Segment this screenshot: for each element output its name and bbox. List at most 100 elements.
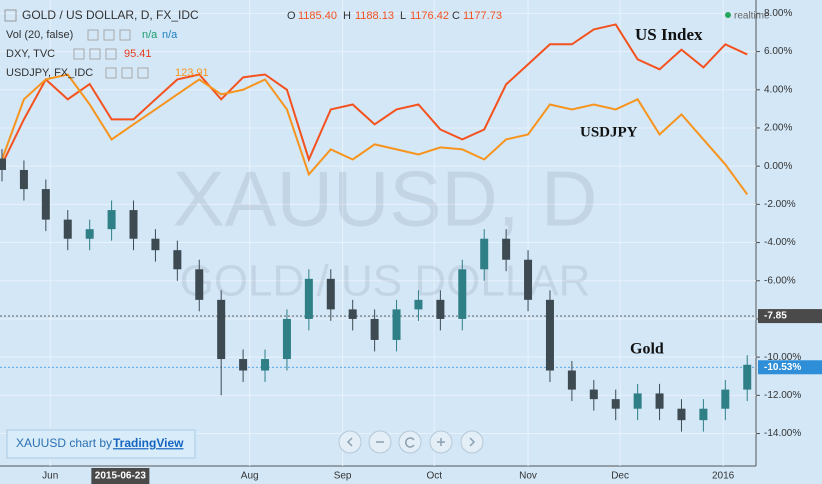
candle-body [304, 278, 313, 319]
x-tick-label: Dec [611, 471, 629, 482]
marker-label: -7.85 [764, 311, 787, 322]
candle-body [392, 309, 401, 340]
candle-body [85, 229, 94, 239]
candle-body [721, 389, 730, 409]
candle-body [414, 299, 423, 310]
study-value: n/a [162, 29, 178, 41]
candle-body [480, 238, 489, 270]
candle-body [41, 189, 50, 220]
icon[interactable] [121, 67, 133, 79]
compare: USDJPY, FX_IDC [6, 67, 93, 79]
icon[interactable] [4, 9, 17, 22]
candle-body [655, 393, 664, 409]
branding-text: XAUUSD chart by [16, 436, 112, 450]
y-tick-label: -10.00% [764, 352, 801, 363]
compare-value: 95.41 [124, 48, 152, 60]
icon [346, 437, 353, 447]
candle-body [524, 259, 533, 300]
y-tick-label: 2.00% [764, 123, 792, 134]
x-tick-label: Oct [426, 471, 442, 482]
nav [338, 430, 484, 454]
watermark-sub: GOLD / US DOLLAR [180, 257, 591, 306]
y-tick-label: 0.00% [764, 161, 792, 172]
ohlc-value: 1188.13 [355, 10, 394, 22]
symbol: GOLD / US DOLLAR, D, FX_IDC [22, 8, 199, 22]
candle-body [19, 169, 28, 190]
nav-button[interactable] [398, 430, 422, 454]
icon[interactable] [103, 29, 115, 41]
icon[interactable] [89, 48, 101, 60]
candle-body [129, 210, 138, 239]
annotation: USDJPY [580, 124, 638, 140]
icon[interactable] [137, 67, 149, 79]
candle-body [677, 408, 686, 421]
x-tick-label: Nov [519, 471, 537, 482]
icon[interactable] [105, 67, 117, 79]
ohlc-label: L [400, 10, 406, 22]
compare-value: 123.91 [175, 67, 209, 79]
nav-icons [346, 437, 476, 448]
icon [437, 438, 445, 446]
x-tick-label: Aug [241, 471, 259, 482]
ohlc-value: 1176.42 [410, 10, 449, 22]
annotation: Gold [630, 341, 664, 358]
candle-body [217, 299, 226, 360]
candle-body [370, 318, 379, 340]
icon [405, 437, 415, 448]
candle-body [0, 158, 6, 170]
candle-body [633, 393, 642, 409]
y-tick-label: 4.00% [764, 84, 792, 95]
candle-body [261, 359, 270, 371]
line-series [1, 73, 749, 196]
candle-body [545, 299, 554, 371]
ohlc-value: 1177.73 [463, 10, 502, 22]
ohlc-value: 1185.40 [298, 10, 337, 22]
y-tick-label: -12.00% [764, 390, 801, 401]
x-tick-label: 2016 [712, 471, 735, 482]
y-tick-label: 6.00% [764, 46, 792, 57]
marker-bg [758, 309, 822, 324]
crosshair-label-bg [91, 468, 150, 484]
candle-body [436, 299, 445, 319]
x-tick-label: Jun [42, 471, 58, 482]
annotation: US Index [635, 25, 703, 44]
study-value: n/a [142, 29, 158, 41]
candle-body [107, 210, 116, 230]
icon[interactable] [73, 48, 85, 60]
candle-body [567, 370, 576, 390]
icon[interactable] [87, 29, 99, 41]
candle-body [348, 309, 357, 319]
candle-body [699, 408, 708, 421]
nav-button[interactable] [338, 430, 362, 454]
candle-body [63, 219, 72, 239]
candle-body [239, 359, 248, 371]
marker-label: -10.53% [764, 362, 801, 373]
ohlc-label: O [287, 10, 296, 22]
y-tick-label: -4.00% [764, 237, 796, 248]
icon[interactable] [105, 48, 117, 60]
line-series [1, 23, 748, 165]
watermark: XAUUSD, D [173, 155, 598, 243]
y-tick-label: 8.00% [764, 8, 792, 19]
candle-body [502, 238, 511, 260]
y-tick-label: -2.00% [764, 199, 796, 210]
candle-body [458, 269, 467, 319]
branding-link[interactable]: TradingView [113, 436, 184, 450]
icon[interactable] [119, 29, 131, 41]
y-tick-label: -14.00% [764, 428, 801, 439]
price-axis [756, 0, 822, 484]
ohlc-label: H [343, 10, 351, 22]
nav-button[interactable] [460, 430, 484, 454]
marker-bg [758, 360, 822, 375]
ohlc-label: C [452, 10, 460, 22]
candle-body [611, 399, 620, 409]
compare: DXY, TVC [6, 48, 55, 60]
branding [6, 429, 196, 459]
y-tick-label: -6.00% [764, 275, 796, 286]
candle-body [326, 278, 335, 310]
x-tick-label: Sep [334, 471, 352, 482]
candle-body [589, 389, 598, 400]
study: Vol (20, false) [6, 29, 73, 41]
candle-body [743, 364, 752, 390]
